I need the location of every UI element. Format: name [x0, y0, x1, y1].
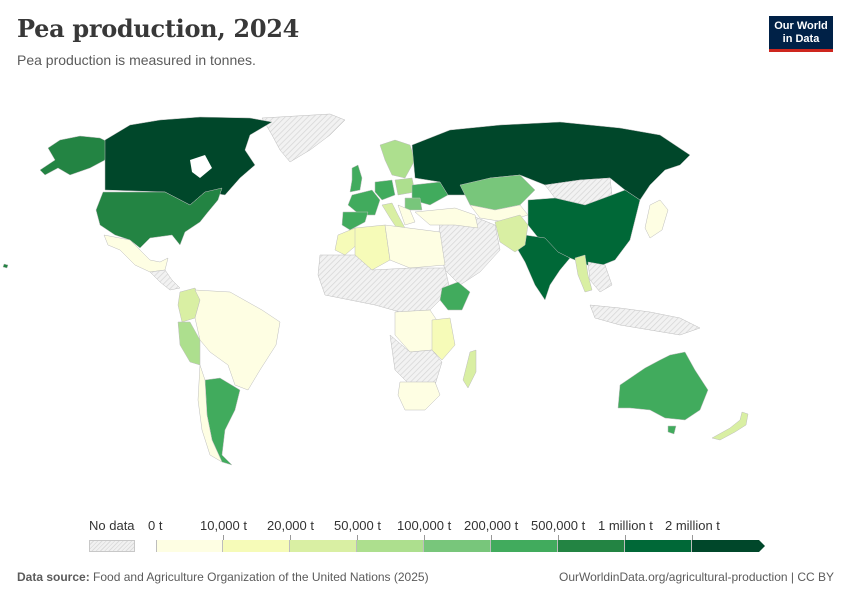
logo-line-1: Our World [774, 20, 828, 32]
legend-bin-1[interactable] [223, 540, 290, 552]
map-legend: No data 0 t 10,000 t 20,000 t 50,000 t 1… [0, 518, 850, 554]
legend-bin-0[interactable] [156, 540, 223, 552]
region-turkey-iran[interactable] [414, 207, 479, 229]
region-ethiopia[interactable] [439, 281, 471, 311]
legend-bin-label-7: 1 million t [598, 518, 653, 533]
region-germany[interactable] [374, 179, 396, 201]
chart-title: Pea production, 2024 [17, 14, 300, 43]
region-peru[interactable] [177, 321, 201, 366]
region-alaska[interactable] [39, 135, 109, 176]
region-greenland[interactable] [261, 113, 346, 163]
owid-logo[interactable]: Our World in Data [769, 16, 833, 52]
region-tanzania[interactable] [431, 317, 456, 361]
legend-bin-label-5: 200,000 t [464, 518, 519, 533]
legend-bin-label-6: 500,000 t [531, 518, 586, 533]
source-url-license[interactable]: OurWorldinData.org/agricultural-producti… [558, 570, 834, 584]
region-canada[interactable] [104, 116, 273, 206]
legend-no-data-label: No data [89, 518, 135, 533]
region-romania[interactable] [404, 197, 423, 211]
logo-line-2: in Data [782, 33, 820, 45]
legend-no-data-swatch[interactable] [89, 540, 135, 552]
legend-bin-label-4: 100,000 t [397, 518, 452, 533]
legend-bin-label-3: 50,000 t [334, 518, 381, 533]
legend-bin-2[interactable] [290, 540, 357, 552]
region-tasmania[interactable] [667, 425, 677, 435]
region-new-zealand[interactable] [711, 411, 749, 441]
region-se-asia[interactable] [587, 261, 613, 293]
legend-bin-8[interactable] [692, 540, 759, 552]
region-hudson-bay [190, 155, 212, 178]
region-spain[interactable] [341, 211, 369, 231]
region-japan[interactable] [644, 199, 669, 239]
region-chile[interactable] [197, 364, 223, 463]
region-balkans[interactable] [397, 204, 416, 226]
legend-bin-6[interactable] [558, 540, 625, 552]
legend-bin-label-2: 20,000 t [267, 518, 314, 533]
region-scandinavia[interactable] [379, 139, 416, 179]
region-uk[interactable] [349, 164, 363, 193]
legend-arrow-icon [759, 540, 765, 552]
region-australia[interactable] [617, 351, 709, 421]
data-source-text: Food and Agriculture Organization of the… [93, 570, 429, 584]
region-indonesia[interactable] [589, 304, 701, 336]
legend-bin-label-1: 10,000 t [200, 518, 247, 533]
world-map[interactable] [0, 100, 850, 510]
legend-color-scale [156, 540, 765, 552]
legend-bin-label-8: 2 million t [665, 518, 720, 533]
region-hawaii[interactable] [2, 263, 9, 269]
region-libya-egypt[interactable] [384, 224, 446, 269]
legend-bin-4[interactable] [424, 540, 491, 552]
region-myanmar[interactable] [574, 254, 593, 293]
region-india[interactable] [517, 234, 571, 301]
legend-bin-5[interactable] [491, 540, 558, 552]
region-madagascar[interactable] [462, 349, 477, 389]
data-source: Data source: Food and Agriculture Organi… [17, 570, 429, 584]
region-algeria[interactable] [354, 224, 391, 271]
region-morocco[interactable] [334, 227, 361, 256]
data-source-label: Data source: [17, 570, 90, 584]
region-central-america[interactable] [149, 269, 181, 291]
region-mexico[interactable] [103, 234, 169, 273]
region-brazil[interactable] [194, 289, 281, 391]
legend-bin-3[interactable] [357, 540, 424, 552]
chart-subtitle: Pea production is measured in tonnes. [17, 52, 256, 68]
region-pakistan[interactable] [494, 214, 529, 253]
region-southern-africa[interactable] [389, 334, 443, 386]
legend-bin-7[interactable] [625, 540, 692, 552]
region-usa[interactable] [95, 187, 223, 249]
legend-bin-label-0: 0 t [148, 518, 163, 533]
region-france[interactable] [347, 189, 381, 216]
region-south-africa[interactable] [397, 381, 441, 411]
region-ukraine[interactable] [411, 181, 449, 206]
